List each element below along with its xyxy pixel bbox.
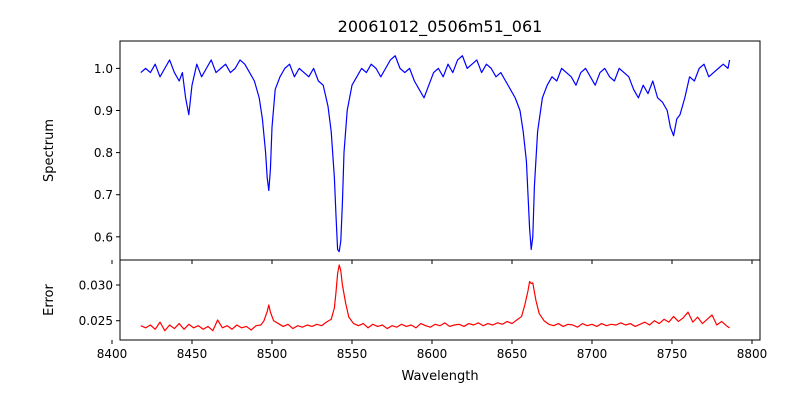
chart-title: 20061012_0506m51_061 <box>338 17 543 37</box>
spectrum-y-tick-label: 0.6 <box>94 230 113 244</box>
error-y-tick-label: 0.030 <box>79 279 113 293</box>
spectrum-y-tick-label: 0.8 <box>94 146 113 160</box>
spectrum-y-tick-label: 1.0 <box>94 62 113 76</box>
error-x-tick-label: 8450 <box>177 347 208 361</box>
spectrum-y-ticks: 0.6 0.7 0.8 0.9 1.0 <box>94 62 120 244</box>
error-series-group <box>140 264 730 332</box>
error-y-axis-label: Error <box>42 284 57 316</box>
error-x-tick-label: 8400 <box>97 347 128 361</box>
error-x-tick-label: 8550 <box>337 347 368 361</box>
error-x-tick-label: 8800 <box>737 347 768 361</box>
spectrum-y-tick-label: 0.9 <box>94 104 113 118</box>
spectrum-x-ticks <box>111 260 753 264</box>
error-x-tick-label: 8700 <box>577 347 608 361</box>
error-x-tick-label: 8750 <box>657 347 688 361</box>
error-x-tick-label: 8650 <box>497 347 528 361</box>
spectrum-axes-frame <box>119 40 761 261</box>
error-panel: Error Wavelength 0.025 0.030 8400 8450 8500… <box>42 259 768 384</box>
spectrum-series-group <box>140 55 731 253</box>
error-y-ticks: 0.025 0.030 <box>79 279 120 328</box>
error-x-ticks: 8400 8450 8500 8550 8600 8650 8700 8750 8800 <box>97 340 768 361</box>
error-series-line <box>140 264 730 332</box>
spectrum-y-axis-label: Spectrum <box>42 119 57 182</box>
error-x-tick-label: 8600 <box>417 347 448 361</box>
spectrum-series-line <box>140 55 731 253</box>
error-axes-frame <box>119 259 761 341</box>
spectrum-y-tick-label: 0.7 <box>94 188 113 202</box>
error-x-tick-label: 8500 <box>257 347 288 361</box>
x-axis-label: Wavelength <box>401 369 478 384</box>
spectrum-panel: Spectrum 0.6 0.7 0.8 0.9 1.0 <box>42 40 761 264</box>
error-y-tick-label: 0.025 <box>79 314 113 328</box>
